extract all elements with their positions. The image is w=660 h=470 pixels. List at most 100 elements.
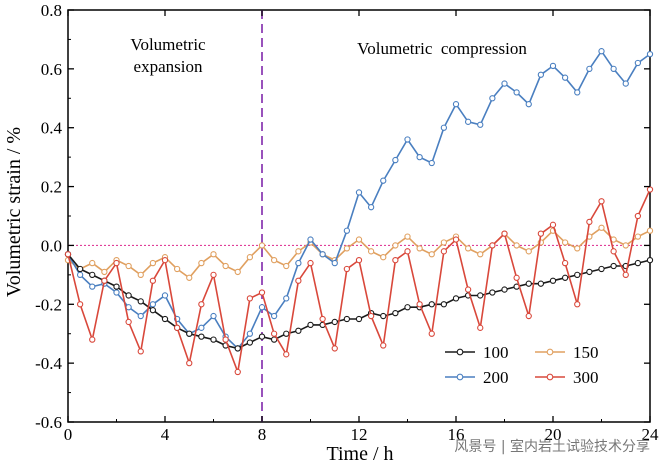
series-300-point [331,345,338,352]
series-150-point [513,242,520,249]
series-100-point [161,315,169,323]
series-200-point [428,159,435,167]
series-100-point [355,315,363,323]
series-200-point [598,48,605,55]
series-100-point [210,336,217,343]
series-200-point [89,283,96,290]
series-150-point [210,251,217,258]
axes-layer: 0 4 8 12 16 20 24 -0.6 -0.4 -0.2 0.0 0.2 0.4 0.6 0.8 [35,1,659,444]
series-100-point [525,280,532,287]
y-tick-label: 0.4 [41,119,63,138]
series-200-point [477,121,484,128]
series-200-point [464,118,472,125]
series-100-point [489,289,496,296]
series-150-point [246,254,254,261]
series-150-point [343,245,351,252]
series-300-point [258,289,266,296]
series-100-point [149,307,157,314]
series-300-point [295,277,302,284]
series-300-point [137,348,144,355]
annotation-expansion-line: expansion [134,57,203,76]
series-100-point [574,271,581,279]
series-200-point [416,153,423,161]
series-200-point [258,304,266,311]
series-200-point [149,301,157,308]
series-150-point [416,245,423,252]
legend-label: 200 [483,368,509,387]
series-150-point [464,245,472,252]
series-300-point [586,218,593,226]
series-150-point [186,274,193,281]
series-100-point [295,327,302,334]
series-200-point [319,251,326,258]
series-100-line [67,253,651,350]
series-150-point [125,262,132,270]
series-300-point [392,256,399,264]
series-300-point [113,259,120,267]
series-200-point [367,204,375,211]
series-300-point [270,330,278,337]
series-300-point [198,301,205,308]
series-200-point [210,312,217,320]
series-100-point [186,330,193,337]
series-150-point [598,224,605,231]
series-300-point [634,212,642,220]
legend: 100 150 200 300 [445,343,599,387]
series-200-point [452,101,460,108]
y-tick-label: 0.0 [41,236,62,255]
series-150-point [149,259,157,267]
series-300-point [64,251,72,258]
legend-swatch-marker [546,373,554,381]
series-150-point [574,245,581,252]
series-200-point [634,59,642,67]
series-200-point [574,89,581,96]
x-axis-title: Time / h [326,443,393,465]
series-100-point [452,295,460,302]
series-100-point [137,298,144,305]
x-tick-label: 0 [64,425,73,444]
series-300-point [622,271,629,279]
series-300-point [477,324,484,331]
series-300-point [464,286,472,293]
series-100-point [113,283,120,290]
series-300-point [561,259,569,267]
series-300-point [452,236,460,243]
series-150-point [89,259,96,267]
series-300-point [380,342,387,349]
series-100-point [586,268,593,276]
series-100-point [307,321,314,329]
series-200-point [561,74,569,81]
series-150-point [634,233,642,240]
series-200-point [198,324,205,331]
series-100-point [343,315,351,323]
series-300-point [355,256,363,264]
series-150-point [622,242,629,249]
series-300-point [549,221,557,228]
series-150-point [295,248,302,255]
series-150-point [198,259,205,267]
annotation-compression: Volumetric compression [357,39,527,58]
series-300-point [513,274,520,281]
series-300 [64,186,654,376]
series-150-point [173,265,181,273]
series-200-point [355,189,363,196]
series-300-point [283,351,290,358]
series-300-point [222,336,229,343]
series-300-point [76,301,84,308]
series-300-point [89,336,96,343]
series-100-point [428,301,435,308]
series-150-point [355,236,363,243]
series-300-point [610,248,617,255]
series-300-point [428,330,435,337]
series-200-point [646,50,654,58]
series-200-point [380,177,387,184]
series-100-point [246,339,254,346]
series-200-point [610,65,617,73]
series-300-point [404,248,411,255]
series-300-point [319,315,326,323]
series-200-point [404,136,411,143]
series-100-point [598,265,605,273]
series-200-point [76,271,84,279]
legend-item-100: 100 [445,343,509,362]
